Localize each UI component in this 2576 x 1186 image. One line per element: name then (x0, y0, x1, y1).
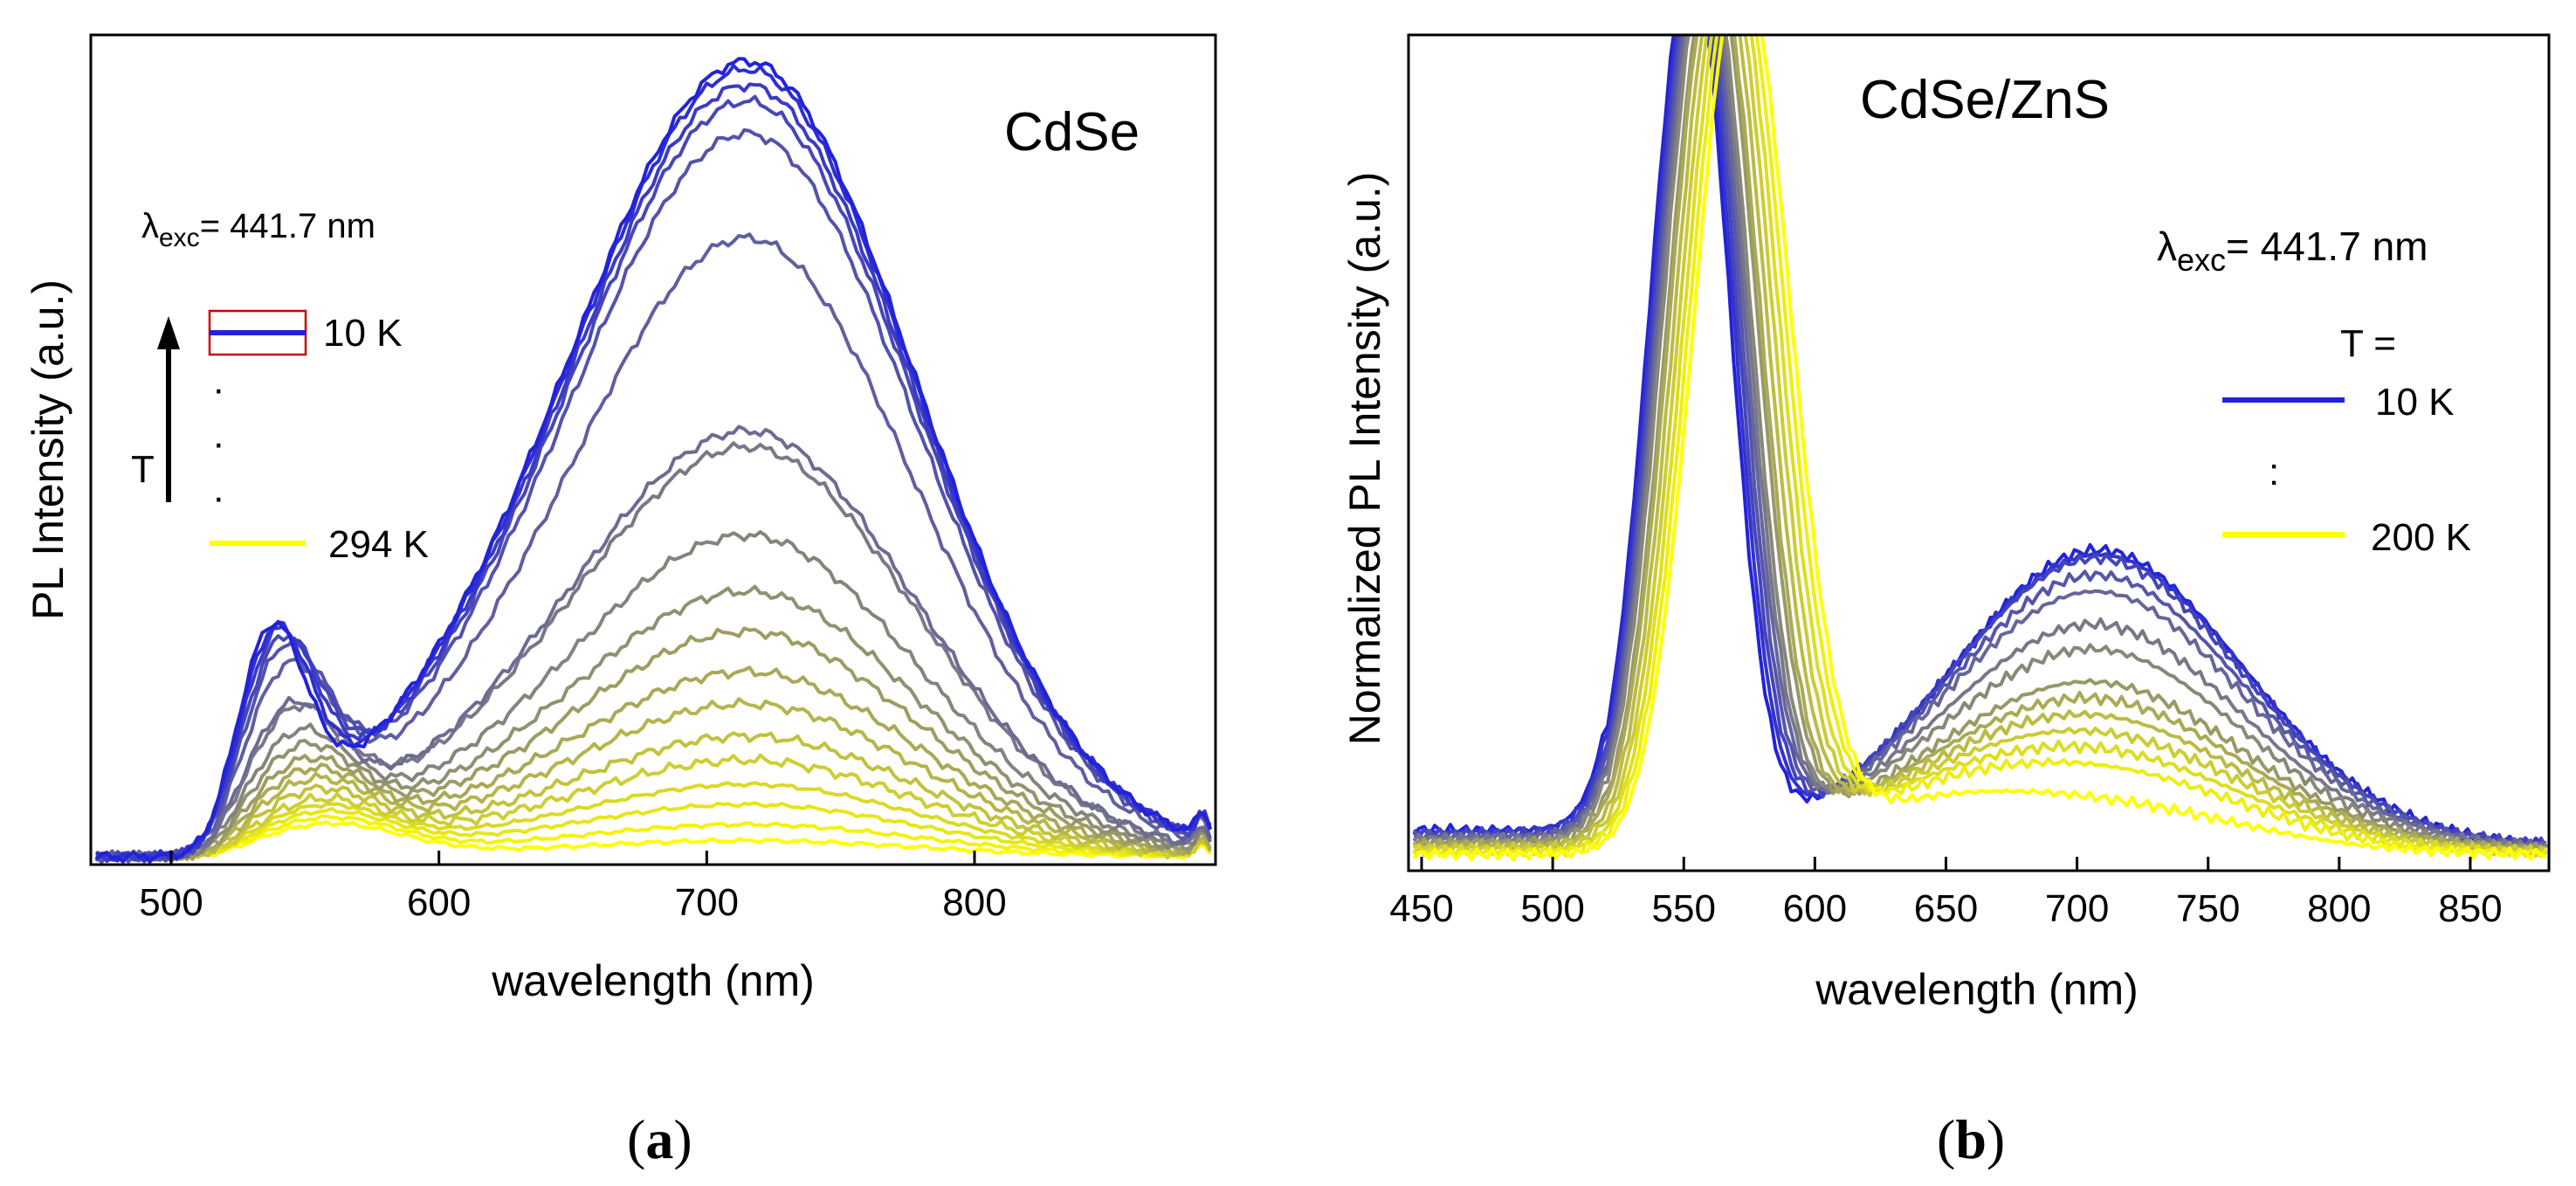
panel-a-series-14 (94, 753, 1211, 864)
panel-b-series-13 (1412, 35, 2547, 862)
panel-b-x-axis-title: wavelength (nm) (1815, 965, 2139, 1014)
panel-a-series-13 (95, 731, 1211, 862)
panel-b-series-3 (1412, 35, 2547, 847)
panel-b-series-8 (1412, 35, 2548, 855)
panel-b-exc-value: = 441.7 nm (2226, 224, 2428, 269)
panel-b-series-9 (1413, 35, 2548, 855)
panel-b-excitation-label: λexc= 441.7 nm (2157, 224, 2428, 278)
panel-b-series-1 (1412, 35, 2547, 848)
panel-b-letter: (b) (1937, 1108, 2005, 1170)
panel-b-title: CdSe/ZnS (1860, 70, 2110, 130)
panel-a-letter: (a) (627, 1108, 692, 1170)
b-ticks-tick-label-800: 800 (2307, 887, 2371, 930)
panel-a-legend-label-294k: 294 K (328, 523, 429, 566)
panel-a-curves (94, 57, 1212, 865)
panel-b-series-6 (1412, 35, 2548, 852)
panel-a-lambda-symbol: λ (141, 207, 159, 245)
panel-a-series-18 (95, 820, 1212, 860)
b-ticks-tick-label-700: 700 (2045, 887, 2109, 930)
panel-a-series-10 (94, 626, 1212, 864)
panel-a-series-5 (95, 232, 1212, 862)
panel-a-arrow-label: T (131, 448, 155, 491)
panel-a-series-17 (95, 814, 1212, 861)
panel-b-plot-frame (1407, 33, 2551, 872)
b-ticks-tick-label-550: 550 (1652, 887, 1716, 930)
panel-a-temperature-arrow-head (157, 316, 180, 349)
panel-a-y-axis-title: PL Intensity (a.u.) (24, 279, 72, 620)
panel-a-series-8 (95, 530, 1212, 864)
panel-b-series-12 (1413, 35, 2548, 858)
a-ticks-tick-label-600: 600 (407, 881, 471, 924)
panel-b-x-ticks: 450 500 550 600 650 700 750 800 850 (1389, 857, 2503, 930)
panel-b-letter-text: b (1955, 1108, 1987, 1170)
panel-a-chart: 500 600 700 800 wavelength (nm) PL Intensit… (24, 33, 1217, 1170)
panel-a-exc-subscript: exc (159, 224, 200, 252)
panel-a-series-0 (94, 57, 1212, 864)
panel-b-paren-open: ( (1937, 1108, 1955, 1170)
panel-a-plot-frame (89, 33, 1217, 866)
b-ticks-tick-label-450: 450 (1389, 887, 1453, 930)
panel-a-series-12 (94, 697, 1212, 864)
panel-a-legend: T 10 K · · · 294 K (131, 309, 429, 566)
panel-b-legend-label-10k: 10 K (2375, 381, 2455, 424)
panel-b-exc-subscript: exc (2177, 242, 2226, 278)
panel-a-legend-label-10k: 10 K (323, 312, 403, 355)
panel-b-y-axis-title: Normalized PL Intensity (a.u.) (1340, 172, 1389, 746)
panel-a-legend-dot-2: · (212, 422, 225, 465)
panel-a-series-9 (95, 584, 1212, 863)
panel-b-lambda-symbol: λ (2157, 224, 2177, 269)
panel-b-chart: 450 500 550 600 650 700 750 800 850 wavelength (… (1340, 33, 2551, 1170)
panel-a-paren-close: ) (673, 1108, 692, 1170)
panel-b-legend: T = 10 K : 200 K (2222, 322, 2471, 559)
a-ticks-tick-label-800: 800 (942, 881, 1006, 924)
panel-a-legend-dot-3: · (212, 476, 225, 519)
panel-a-series-15 (95, 781, 1212, 861)
a-ticks-tick-label-700: 700 (675, 881, 739, 924)
panel-a-letter-text: a (645, 1108, 673, 1170)
panel-b-paren-close: ) (1987, 1108, 2005, 1170)
panel-b-series-4 (1413, 35, 2547, 852)
panel-b-legend-heading: T = (2340, 322, 2396, 365)
panel-b-legend-label-200k: 200 K (2371, 516, 2471, 559)
panel-a-series-4 (94, 128, 1212, 865)
panel-a-legend-dot-1: · (212, 368, 225, 410)
panel-a-series-11 (95, 665, 1212, 863)
b-ticks-tick-label-600: 600 (1783, 887, 1847, 930)
panel-a-series-16 (95, 801, 1212, 861)
panel-a-excitation-label: λexc= 441.7 nm (141, 207, 375, 252)
panel-b-curves (1412, 35, 2548, 862)
panel-a-exc-value: = 441.7 nm (200, 207, 375, 245)
panel-b-legend-dots: : (2269, 451, 2279, 493)
a-ticks-tick-label-500: 500 (139, 881, 203, 924)
panel-a-x-ticks: 500 600 700 800 (139, 851, 1007, 924)
panel-b-series-2 (1412, 35, 2548, 850)
b-ticks-tick-label-650: 650 (1914, 887, 1978, 930)
panel-b-series-10 (1412, 35, 2547, 858)
panel-a-x-axis-title: wavelength (nm) (491, 956, 815, 1005)
panel-a-series-6 (94, 424, 1212, 865)
panel-a-title: CdSe (1004, 102, 1140, 162)
b-ticks-tick-label-850: 850 (2438, 887, 2502, 930)
b-ticks-tick-label-500: 500 (1520, 887, 1584, 930)
panel-a-paren-open: ( (627, 1108, 645, 1170)
b-ticks-tick-label-750: 750 (2176, 887, 2240, 930)
